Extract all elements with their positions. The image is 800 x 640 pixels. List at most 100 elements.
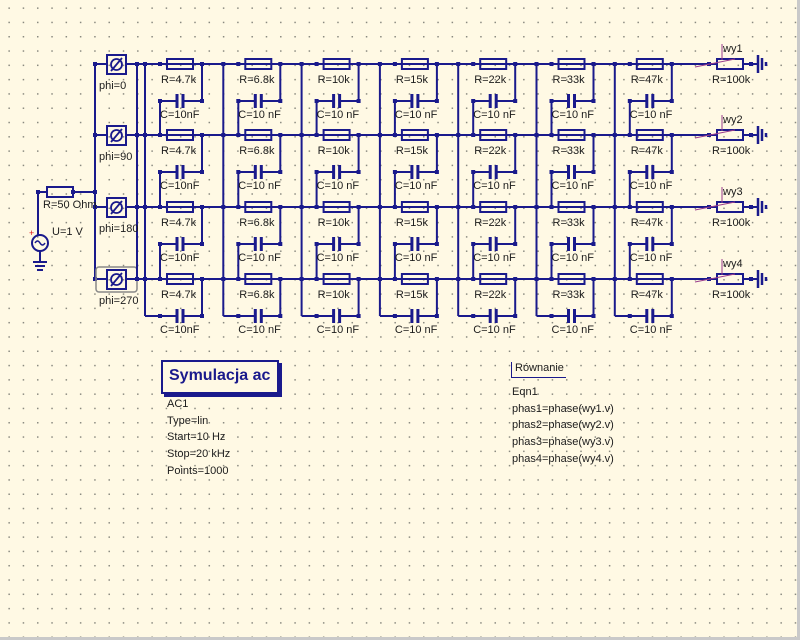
load-resistor-label: R=100k xyxy=(712,74,751,86)
capacitor-label: C=10 nF xyxy=(394,180,438,192)
resistor-stage7[interactable] xyxy=(635,273,664,285)
capacitor-label: C=10 nF xyxy=(473,252,516,264)
capacitor-label: C=10 nF xyxy=(238,324,281,336)
node-dot xyxy=(158,277,162,281)
equation-line: Eqn1 xyxy=(512,386,538,398)
probe-label: wy4 xyxy=(723,258,743,270)
source-resistor[interactable] xyxy=(46,186,74,198)
sim-param: Stop=20 kHz xyxy=(167,448,231,460)
capacitor-label: C=10 nF xyxy=(473,109,516,121)
node-dot xyxy=(236,277,241,281)
equation-line: phas4=phase(wy4.v) xyxy=(512,453,614,465)
capacitor-label: C=10nF xyxy=(160,109,200,121)
node-dot xyxy=(549,277,554,281)
resistor-stage5[interactable] xyxy=(479,273,508,285)
sine-icon xyxy=(34,240,46,246)
resistor-stage7[interactable] xyxy=(635,129,664,141)
capacitor-label: C=10 nF xyxy=(473,324,516,336)
resistor-stage6[interactable] xyxy=(557,58,586,70)
phase-shifter-label: phi=0 xyxy=(99,80,127,92)
capacitor-label: C=10nF xyxy=(160,180,200,192)
capacitor-label: C=10 nF xyxy=(629,252,673,264)
capacitor-label: C=10nF xyxy=(160,324,200,336)
resistor-label: R=33k xyxy=(552,145,585,157)
capacitor-label: C=10 nF xyxy=(238,180,281,192)
resistor-stage1[interactable] xyxy=(166,58,194,70)
source-voltage-label: U=1 V xyxy=(52,226,83,238)
resistor-stage2[interactable] xyxy=(244,273,273,285)
node-dot xyxy=(236,62,241,66)
phase-shifter-icon xyxy=(110,273,123,286)
resistor-stage5[interactable] xyxy=(479,201,508,213)
resistor-stage5[interactable] xyxy=(479,58,508,70)
node-dot xyxy=(749,133,753,137)
resistor-stage4[interactable] xyxy=(400,58,429,70)
plus-sign: + xyxy=(29,228,34,238)
resistor-stage1[interactable] xyxy=(166,129,194,141)
resistor-stage2[interactable] xyxy=(244,201,273,213)
resistor-label: R=15k xyxy=(395,289,428,301)
resistor-label: R=22k xyxy=(474,74,507,86)
resistor-label: R=10k xyxy=(317,289,350,301)
resistor-label: R=6.8k xyxy=(239,217,275,229)
node-dot xyxy=(549,62,554,66)
resistor-stage3[interactable] xyxy=(322,129,351,141)
sim-param: AC1 xyxy=(167,398,189,410)
resistor-label: R=33k xyxy=(552,289,585,301)
equation-title: Równanie xyxy=(515,362,564,374)
phase-shifter-icon xyxy=(110,57,123,72)
resistor-stage3[interactable] xyxy=(322,201,351,213)
resistor-label: R=4.7k xyxy=(161,145,197,157)
node-dot xyxy=(236,205,241,209)
resistor-label: R=4.7k xyxy=(161,289,197,301)
resistor-stage6[interactable] xyxy=(557,201,586,213)
resistor-stage6[interactable] xyxy=(557,273,586,285)
sim-param: Points=1000 xyxy=(167,465,229,477)
node-dot xyxy=(158,205,162,209)
resistor-stage5[interactable] xyxy=(479,129,508,141)
resistor-label: R=6.8k xyxy=(239,289,275,301)
node-dot xyxy=(36,190,40,194)
resistor-label: R=22k xyxy=(474,217,507,229)
sim-param: Type=lin xyxy=(167,415,209,427)
resistor-stage1[interactable] xyxy=(166,201,194,213)
phase-shifter-label: phi=270 xyxy=(99,295,139,307)
capacitor-label: C=10 nF xyxy=(629,180,673,192)
resistor-stage3[interactable] xyxy=(322,58,351,70)
node-dot xyxy=(236,133,241,137)
resistor-label: R=47k xyxy=(630,289,663,301)
phase-shifter-icon xyxy=(110,58,123,71)
node-dot xyxy=(392,277,397,281)
resistor-stage4[interactable] xyxy=(400,201,429,213)
capacitor-label: C=10 nF xyxy=(394,324,438,336)
node-dot xyxy=(392,62,397,66)
probe-marker xyxy=(694,58,736,68)
resistor-label: R=10k xyxy=(317,145,350,157)
node-dot xyxy=(93,62,97,66)
resistor-stage7[interactable] xyxy=(635,201,664,213)
phase-shifter-label: phi=90 xyxy=(99,151,133,163)
resistor-stage6[interactable] xyxy=(557,129,586,141)
node-dot xyxy=(627,62,632,66)
resistor-stage2[interactable] xyxy=(244,129,273,141)
capacitor-label: C=10 nF xyxy=(394,252,438,264)
ac-simulation-block[interactable]: Symulacja ac xyxy=(161,360,279,394)
resistor-stage7[interactable] xyxy=(635,58,664,70)
resistor-stage4[interactable] xyxy=(400,129,429,141)
equation-block[interactable]: Równanie xyxy=(511,362,566,378)
phase-shifter-label: phi=180 xyxy=(99,223,139,235)
resistor-label: R=10k xyxy=(317,217,350,229)
resistor-stage4[interactable] xyxy=(400,273,429,285)
capacitor-label: C=10 nF xyxy=(316,324,360,336)
resistor-label: R=4.7k xyxy=(161,74,197,86)
capacitor-label: C=10 nF xyxy=(316,180,360,192)
resistor-stage2[interactable] xyxy=(244,58,273,70)
load-resistor-label: R=100k xyxy=(712,289,751,301)
node-dot xyxy=(471,205,476,209)
resistor-stage1[interactable] xyxy=(166,273,194,285)
resistor-stage3[interactable] xyxy=(322,273,351,285)
capacitor-label: C=10 nF xyxy=(238,109,281,121)
resistor-label: R=33k xyxy=(552,217,585,229)
node-dot xyxy=(627,205,632,209)
